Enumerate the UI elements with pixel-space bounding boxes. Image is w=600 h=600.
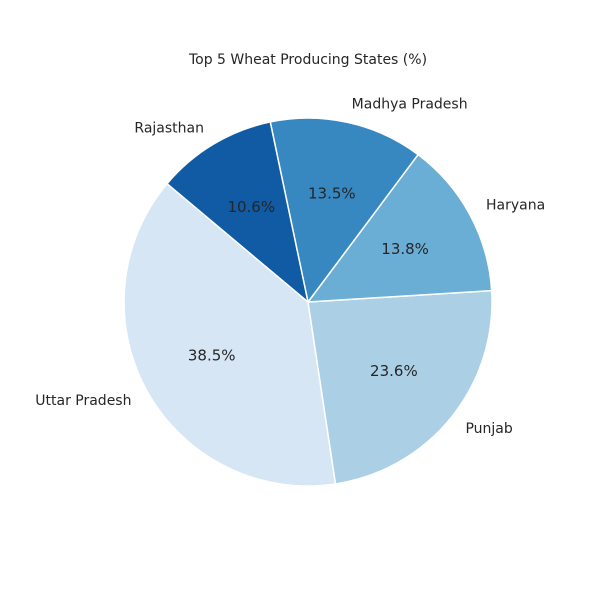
pct-label-rajasthan: 10.6% [227,198,275,216]
slice-label-madhya-pradesh: Madhya Pradesh [352,96,468,112]
pct-label-haryana: 13.8% [381,240,429,258]
slice-label-haryana: Haryana [486,198,545,214]
pie-slice-uttar-pradesh [123,182,337,487]
chart-title: Top 5 Wheat Producing States (%) [188,52,427,68]
slice-label-uttar-pradesh: Uttar Pradesh [35,393,131,409]
pct-label-madhya-pradesh: 13.5% [308,185,356,203]
pct-label-uttar-pradesh: 38.5% [188,347,236,365]
pie-slice-rajasthan [166,121,309,303]
slice-label-punjab: Punjab [465,421,512,437]
pie-slice-haryana [307,153,493,303]
pie-slices [123,117,493,487]
pct-label-punjab: 23.6% [370,362,418,380]
pie-slice-madhya-pradesh [269,117,419,303]
pie-slice-punjab [307,289,493,485]
pie-labels: Uttar Pradesh 38.5% Punjab 23.6% Haryana 13.8… [35,96,545,437]
slice-label-rajasthan: Rajasthan [134,120,204,136]
